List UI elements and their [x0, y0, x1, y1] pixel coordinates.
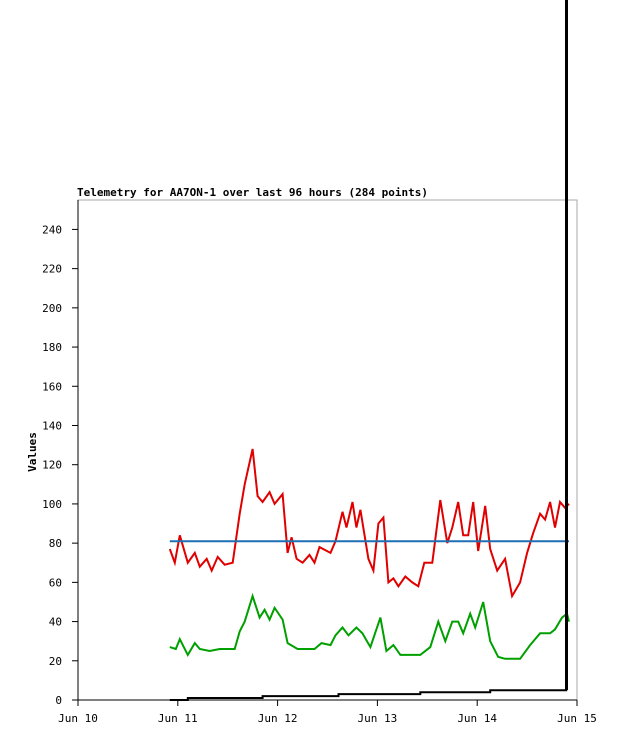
y-tick-label: 0: [55, 694, 62, 707]
series-line: [169, 592, 570, 660]
y-tick-label: 160: [42, 380, 62, 393]
y-tick-label: 60: [49, 576, 62, 589]
y-tick-label: 20: [49, 655, 62, 668]
x-tick-label: Jun 10: [58, 712, 98, 725]
y-tick-label: 240: [42, 223, 62, 236]
y-tick-label: 200: [42, 302, 62, 315]
y-tick-label: 220: [42, 263, 62, 276]
x-tick-label: Jun 13: [358, 712, 398, 725]
series-line: [169, 0, 568, 701]
x-tick-label: Jun 12: [258, 712, 298, 725]
plot-frame: [77, 199, 578, 701]
y-tick-label: 100: [42, 498, 62, 511]
x-tick-label: Jun 14: [457, 712, 497, 725]
y-tick-label: 80: [49, 537, 62, 550]
y-tick-label: 180: [42, 341, 62, 354]
series-line: [168, 448, 570, 599]
chart-title: Telemetry for AA7ON-1 over last 96 hours…: [77, 186, 428, 199]
y-tick-label: 40: [49, 616, 62, 629]
y-tick-label: 140: [42, 419, 62, 432]
y-axis-label: Values: [26, 432, 39, 472]
x-tick-label: Jun 11: [158, 712, 198, 725]
y-tick-label: 120: [42, 459, 62, 472]
x-tick-label: Jun 15: [557, 712, 597, 725]
